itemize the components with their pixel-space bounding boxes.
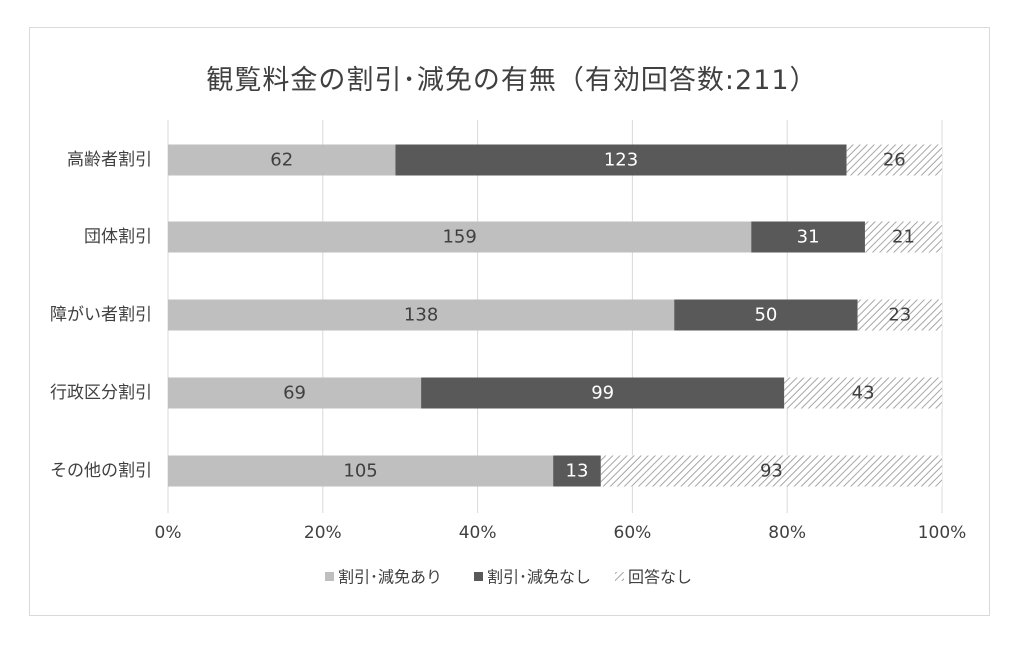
data-label: 31 bbox=[797, 227, 820, 248]
data-label: 62 bbox=[270, 150, 293, 171]
x-tick-label: 60% bbox=[614, 523, 652, 543]
category-label: 高齢者割引 bbox=[67, 150, 152, 170]
bar-segment bbox=[168, 455, 554, 487]
data-label: 43 bbox=[852, 383, 875, 404]
legend-label: 割引･減免なし bbox=[487, 568, 591, 587]
data-label: 50 bbox=[754, 305, 777, 326]
data-label: 123 bbox=[604, 150, 638, 171]
data-label: 69 bbox=[283, 383, 306, 404]
data-label: 26 bbox=[883, 150, 906, 171]
chart-title: 観覧料金の割引･減免の有無（有効回答数:211） bbox=[206, 65, 818, 96]
x-tick-label: 20% bbox=[304, 523, 342, 543]
bar-segment bbox=[553, 455, 601, 487]
bar-segment bbox=[168, 144, 396, 176]
bar-segment bbox=[864, 221, 942, 253]
data-label: 13 bbox=[566, 461, 589, 482]
legend-swatch bbox=[615, 572, 624, 581]
category-label: 障がい者割引 bbox=[50, 305, 152, 325]
axes: 0% 20% 40% 60% 80% 100% 高齢者割引団体割引障がい者割引行政区分割引そ… bbox=[50, 150, 966, 543]
category-label: その他の割引 bbox=[50, 461, 152, 481]
bar-segment bbox=[846, 144, 942, 176]
category-label: 行政区分割引 bbox=[50, 383, 152, 403]
bar-segment bbox=[168, 299, 675, 331]
bar-segment bbox=[168, 377, 422, 409]
bar-segment bbox=[395, 144, 847, 176]
bar-segment bbox=[784, 377, 942, 409]
data-labels: 62 123 26 159 31 21 138 50 23 69 99 43 105 13 93 bbox=[270, 150, 915, 482]
data-label: 23 bbox=[888, 305, 911, 326]
data-label: 21 bbox=[892, 227, 915, 248]
x-tick-label: 0% bbox=[155, 523, 182, 543]
legend-label: 回答なし bbox=[628, 568, 692, 587]
bar-segment bbox=[600, 455, 942, 487]
legend-swatch bbox=[474, 572, 483, 581]
data-label: 105 bbox=[343, 461, 377, 482]
x-tick-label: 100% bbox=[918, 523, 967, 543]
legend-label: 割引･減免あり bbox=[338, 568, 442, 587]
bar-segment bbox=[421, 377, 785, 409]
x-tick-label: 80% bbox=[768, 523, 806, 543]
data-label: 138 bbox=[404, 305, 438, 326]
bar-segment bbox=[857, 299, 942, 331]
legend: 割引･減免あり 割引･減免なし 回答なし bbox=[325, 568, 692, 587]
bar-segment bbox=[751, 221, 865, 253]
data-label: 93 bbox=[760, 461, 783, 482]
data-label: 159 bbox=[442, 227, 476, 248]
bar-segment bbox=[674, 299, 858, 331]
data-label: 99 bbox=[591, 383, 614, 404]
legend-swatch bbox=[325, 572, 334, 581]
bars bbox=[168, 144, 942, 487]
bar-segment bbox=[168, 221, 752, 253]
category-label: 団体割引 bbox=[84, 227, 152, 247]
x-tick-label: 40% bbox=[459, 523, 497, 543]
